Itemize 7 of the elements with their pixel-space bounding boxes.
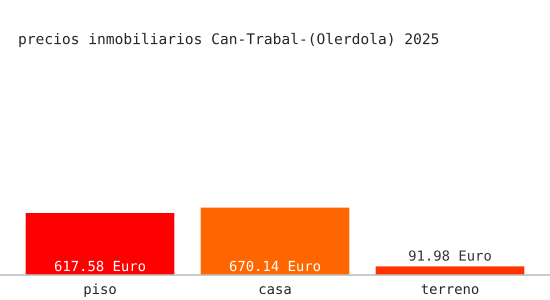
x-tick-label: piso — [84, 283, 116, 297]
x-tick-label: casa — [260, 286, 291, 294]
data-label: 91.98 Euro — [409, 250, 491, 261]
data-label: 670.14 Euro — [230, 260, 320, 272]
chart-title: precios inmobiliarios Can-Trabal-(Olerdola) 2025 — [19, 32, 438, 48]
x-tick-label: terreno — [422, 284, 478, 294]
data-label: 617.58 Euro — [54, 260, 146, 272]
